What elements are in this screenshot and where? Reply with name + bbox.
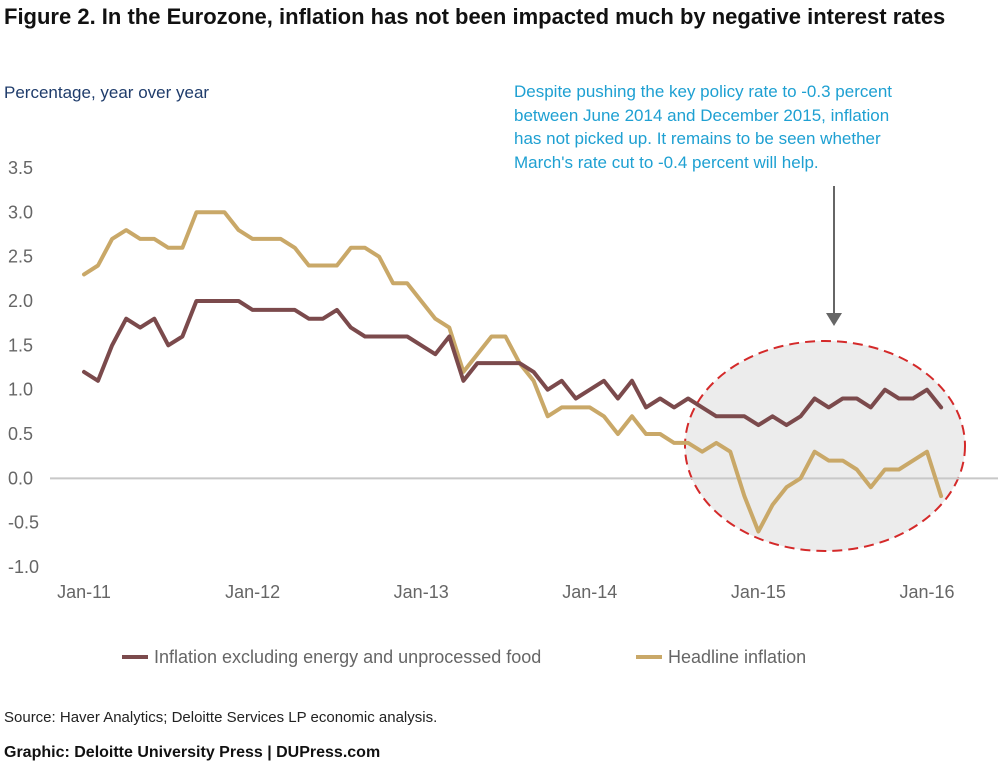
y-axis-units-label: Percentage, year over year [4, 83, 210, 102]
line-chart: 3.5 3.0 2.5 2.0 1.5 1.0 0.5 0.0 -0.5 -1.0 Jan-11 Ja… [8, 158, 998, 602]
y-tick-label: -1.0 [8, 557, 39, 577]
legend-label-core: Inflation excluding energy and unprocess… [154, 646, 542, 667]
annotation-arrow-head [826, 313, 842, 326]
x-tick-label: Jan-13 [394, 582, 449, 602]
y-tick-label: 2.0 [8, 291, 33, 311]
y-tick-label: 2.5 [8, 247, 33, 267]
series-line-core-inflation [82, 299, 944, 428]
legend-label-headline: Headline inflation [668, 646, 807, 667]
y-tick-label: 1.0 [8, 380, 33, 400]
x-tick-label: Jan-12 [225, 582, 280, 602]
y-tick-label: 3.0 [8, 202, 33, 222]
y-tick-label: 0.5 [8, 424, 33, 444]
chart-annotation: Despite pushing the key policy rate to -… [514, 82, 892, 172]
y-tick-label: -0.5 [8, 513, 39, 533]
y-tick-label: 0.0 [8, 468, 33, 488]
legend-swatch-core [122, 655, 148, 659]
chart-title: Figure 2. In the Eurozone, inflation has… [4, 4, 946, 29]
highlight-ellipse [684, 340, 966, 552]
x-tick-label: Jan-11 [57, 582, 111, 602]
source-note: Source: Haver Analytics; Deloitte Servic… [4, 709, 438, 726]
x-tick-label: Jan-15 [731, 582, 786, 602]
graphic-credit: Graphic: Deloitte University Press | DUP… [4, 744, 381, 761]
legend-item-headline: Headline inflation [636, 645, 806, 669]
x-tick-label: Jan-14 [562, 582, 617, 602]
legend-swatch-headline [636, 655, 662, 659]
y-tick-label: 3.5 [8, 158, 33, 178]
x-tick-label: Jan-16 [899, 582, 954, 602]
y-tick-label: 1.5 [8, 335, 33, 355]
legend-item-core: Inflation excluding energy and unprocess… [122, 645, 541, 669]
series-line-headline-inflation [82, 210, 944, 534]
